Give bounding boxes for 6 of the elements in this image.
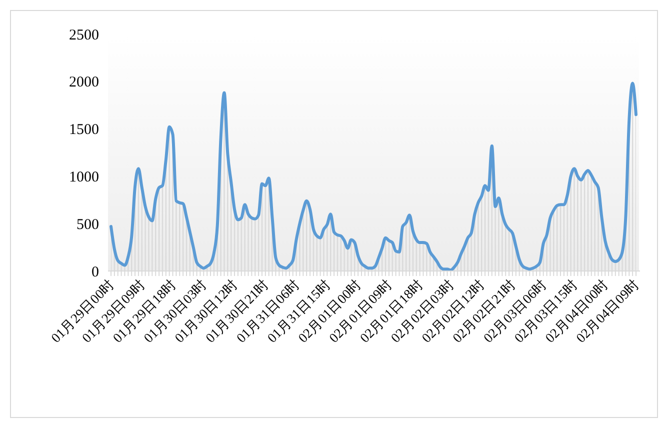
y-tick-label: 2000 <box>69 74 99 91</box>
y-tick-label: 1500 <box>69 122 99 138</box>
y-tick-label: 0 <box>92 264 99 280</box>
y-tick-label: 1000 <box>69 169 99 186</box>
y-tick-label: 500 <box>76 216 99 233</box>
y-tick-label: 2500 <box>69 27 99 44</box>
